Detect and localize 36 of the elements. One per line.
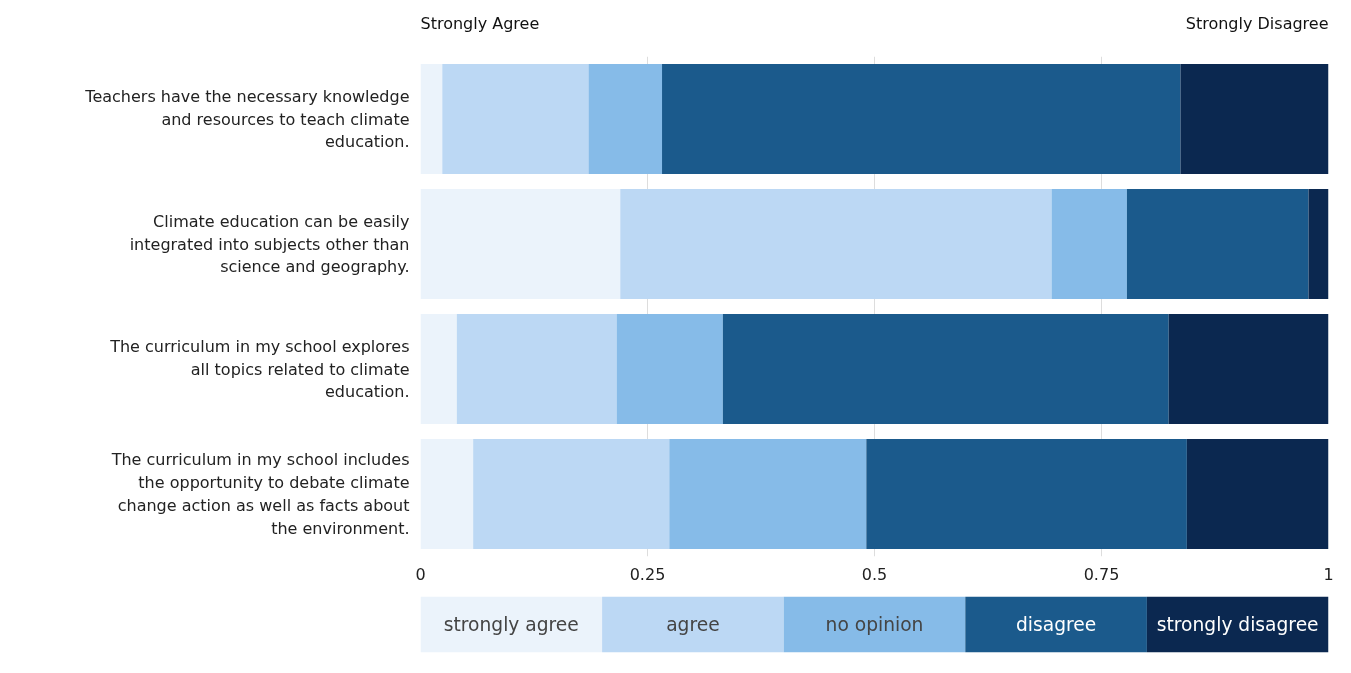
bar [866, 439, 1187, 549]
text: Strongly Disagree [1185, 14, 1329, 33]
bar [1051, 189, 1127, 299]
bar [662, 64, 1181, 174]
x-tick-label: 0.25 [629, 564, 666, 584]
bar [442, 64, 589, 174]
bar [1126, 189, 1309, 299]
text: no opinion [825, 614, 924, 635]
bar [456, 314, 617, 424]
y-tick-label: The curriculum in my school includes the opportunity to debate climate change action as well as facts about the environment. [110, 450, 410, 538]
bar [616, 314, 723, 424]
y-tick-label: The curriculum in my school explores all topics related to climate education. [109, 336, 410, 402]
bar [1186, 439, 1329, 549]
text: disagree [1015, 614, 1097, 635]
y-tick-label: Teachers have the necessary knowledge and resources to teach climate education. [84, 86, 410, 152]
bar [420, 314, 457, 424]
bar [1308, 189, 1329, 299]
bar [620, 189, 1052, 299]
bar [473, 439, 670, 549]
text: strongly agree [443, 614, 579, 635]
text: Strongly Agree [420, 14, 540, 33]
x-tick-label: 0.75 [1083, 564, 1120, 584]
y-tick-label: Climate education can be easily integrated into subjects other than science and geography. [129, 211, 410, 277]
bar [420, 189, 621, 299]
bar [1168, 314, 1329, 424]
bar [420, 439, 474, 549]
bar [1180, 64, 1329, 174]
bar [722, 314, 1169, 424]
text: agree [666, 614, 720, 635]
x-tick-label: 0 [415, 564, 426, 584]
text: strongly disagree [1156, 614, 1319, 635]
x-tick-label: 1 [1323, 564, 1334, 584]
x-tick-label: 0.5 [861, 564, 888, 584]
bar [669, 439, 867, 549]
bar [420, 64, 443, 174]
bar [588, 64, 663, 174]
